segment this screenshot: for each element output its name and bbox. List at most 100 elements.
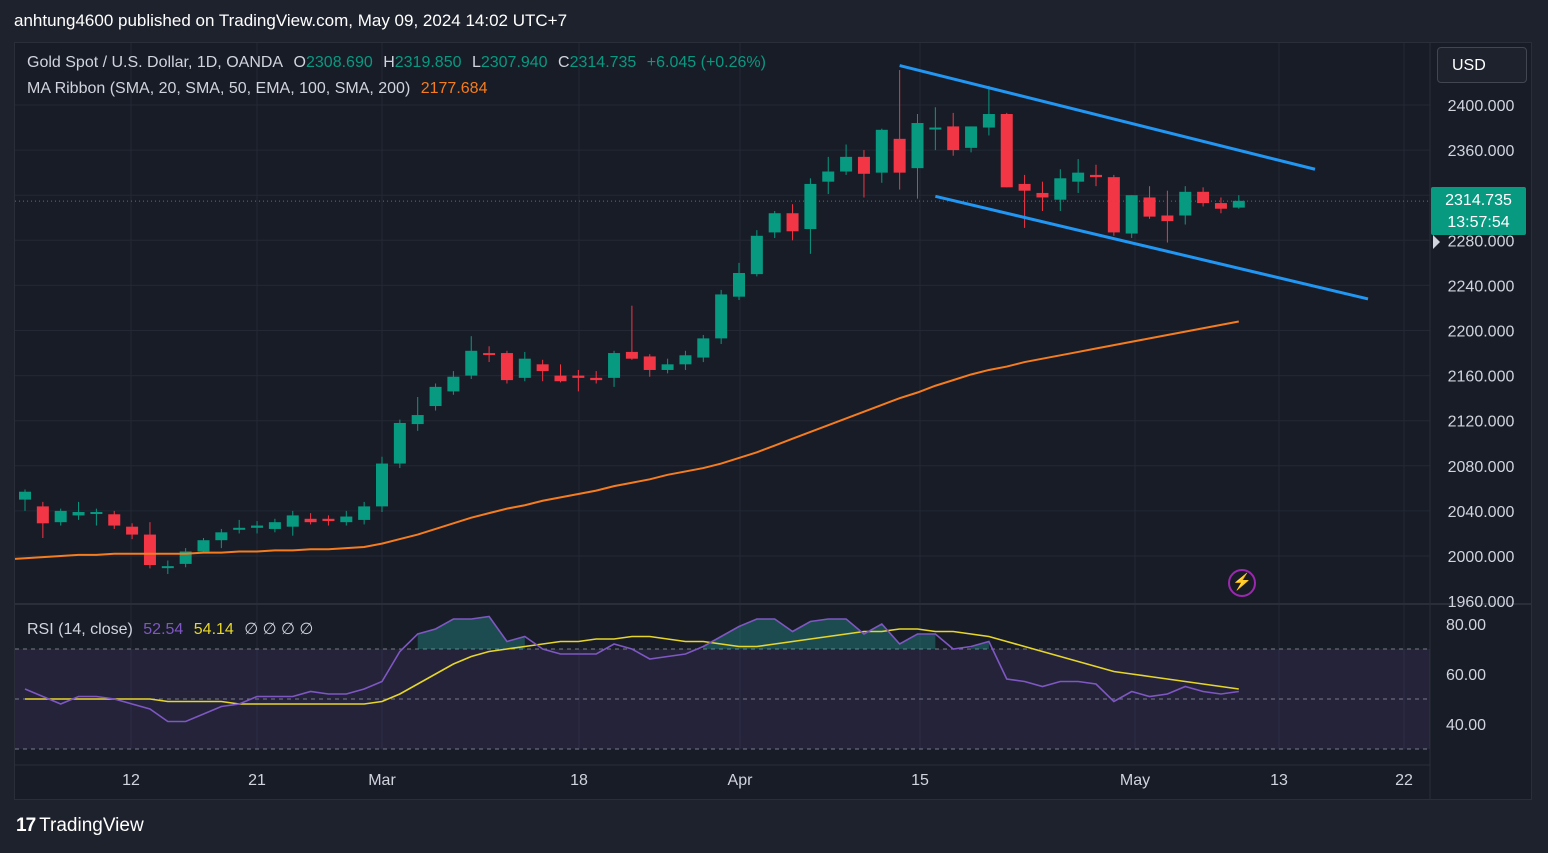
price-tick-label: 2240.000 [1448, 278, 1515, 295]
candle-body [108, 514, 121, 526]
footer-brand[interactable]: 17 TradingView [16, 815, 144, 837]
candle-body [572, 375, 585, 378]
price-tick-label: 2000.000 [1448, 549, 1515, 566]
candle-body [750, 235, 763, 275]
candle-body [965, 126, 978, 148]
candle-body [1107, 177, 1120, 233]
candle-body [1000, 114, 1013, 188]
candle-body [786, 213, 799, 232]
candle-body [1054, 178, 1067, 200]
change-value: +6.045 (+0.26%) [646, 54, 766, 71]
ma-ribbon-line [14, 320, 1239, 560]
candles [19, 70, 1245, 575]
candle-body [72, 512, 85, 516]
candle-body [36, 506, 49, 524]
price-tick-label: 2400.000 [1448, 98, 1515, 115]
rsi-extra: ∅ ∅ ∅ ∅ [244, 621, 314, 638]
candle-body [1197, 191, 1210, 204]
candle-body [340, 516, 353, 523]
date-tick-label: 12 [122, 772, 140, 789]
rsi-ma-line [25, 628, 1239, 705]
rsi-label: RSI (14, close) [27, 621, 133, 638]
candle-body [500, 353, 513, 381]
candle-body [1018, 183, 1031, 191]
symbol-label: Gold Spot / U.S. Dollar, 1D, OANDA [27, 54, 284, 71]
candle-body [161, 566, 174, 569]
date-tick-label: 13 [1270, 772, 1288, 789]
candle-body [840, 156, 853, 172]
candle-body [590, 377, 603, 381]
candle-body [643, 356, 656, 370]
publisher-header: anhtung4600 published on TradingView.com… [14, 11, 568, 30]
rsi-ma-value: 54.14 [193, 621, 234, 638]
close-label: C [558, 54, 570, 71]
candle-body [1143, 197, 1156, 217]
date-tick-label: 18 [570, 772, 588, 789]
candle-body [947, 126, 960, 151]
candle-body [447, 376, 460, 392]
price-tick-label: 2200.000 [1448, 324, 1515, 341]
rsi-overbought-fill [703, 619, 936, 649]
tradingview-logo-icon: 17 [16, 815, 36, 836]
candle-body [483, 353, 496, 356]
ma-label: MA Ribbon (SMA, 20, SMA, 50, EMA, 100, S… [27, 80, 411, 97]
candle-body [90, 512, 103, 515]
brand-name: TradingView [39, 815, 144, 836]
candle-body [929, 127, 942, 130]
price-tick-label: 2120.000 [1448, 414, 1515, 431]
candle-body [982, 114, 995, 128]
candle-body [661, 364, 674, 370]
high-label: H [383, 54, 395, 71]
candle-body [126, 526, 139, 535]
bar-countdown: 13:57:54 [1447, 214, 1510, 231]
candle-body [715, 294, 728, 339]
candle-body [215, 532, 228, 541]
candle-body [768, 213, 781, 233]
price-tick-label: 2080.000 [1448, 459, 1515, 476]
candle-body [1232, 200, 1245, 208]
rsi-tick-label: 60.00 [1446, 667, 1486, 684]
candle-body [1179, 191, 1192, 216]
rsi-legend: RSI (14, close) 52.54 54.14 ∅ ∅ ∅ ∅ [27, 619, 319, 639]
date-tick-label: Mar [368, 772, 396, 789]
candle-body [1125, 195, 1138, 234]
last-price: 2314.735 [1445, 192, 1512, 209]
candle-body [411, 415, 424, 425]
currency-button[interactable]: USD [1437, 47, 1527, 83]
candle-body [233, 527, 246, 530]
candle-body [1214, 203, 1227, 209]
candle-body [679, 355, 692, 365]
channel-lower-line [935, 194, 1369, 301]
price-tick-label: 1960.000 [1448, 594, 1515, 611]
ohlc-legend: Gold Spot / U.S. Dollar, 1D, OANDA O2308… [27, 54, 772, 72]
candle-body [465, 350, 478, 376]
candle-body [875, 129, 888, 173]
rsi-tick-label: 80.00 [1446, 617, 1486, 634]
candle-body [1161, 215, 1174, 222]
candle-body [911, 123, 924, 169]
date-tick-label: 21 [248, 772, 266, 789]
date-tick-label: 22 [1395, 772, 1413, 789]
candle-body [536, 364, 549, 372]
candle-body [1072, 172, 1085, 182]
candle-body [286, 515, 299, 527]
candle-body [804, 183, 817, 230]
axes: 2400.0002360.0002320.0002280.0002240.000… [122, 98, 1514, 789]
open-value: 2308.690 [306, 54, 373, 71]
price-tick-label: 2280.000 [1448, 233, 1515, 250]
candle-body [697, 338, 710, 358]
lightning-icon[interactable]: ⚡ [1228, 569, 1256, 597]
candle-body [54, 510, 67, 523]
rsi-tick-label: 40.00 [1446, 717, 1486, 734]
candle-body [19, 491, 31, 500]
candle-body [322, 518, 335, 522]
candle-body [1090, 174, 1102, 178]
candle-body [197, 540, 210, 552]
low-value: 2307.940 [480, 54, 548, 71]
rsi-band [15, 648, 1430, 750]
close-value: 2314.735 [569, 54, 637, 71]
rsi-value: 52.54 [143, 621, 184, 638]
date-tick-label: 15 [911, 772, 929, 789]
candle-body [1036, 192, 1049, 198]
